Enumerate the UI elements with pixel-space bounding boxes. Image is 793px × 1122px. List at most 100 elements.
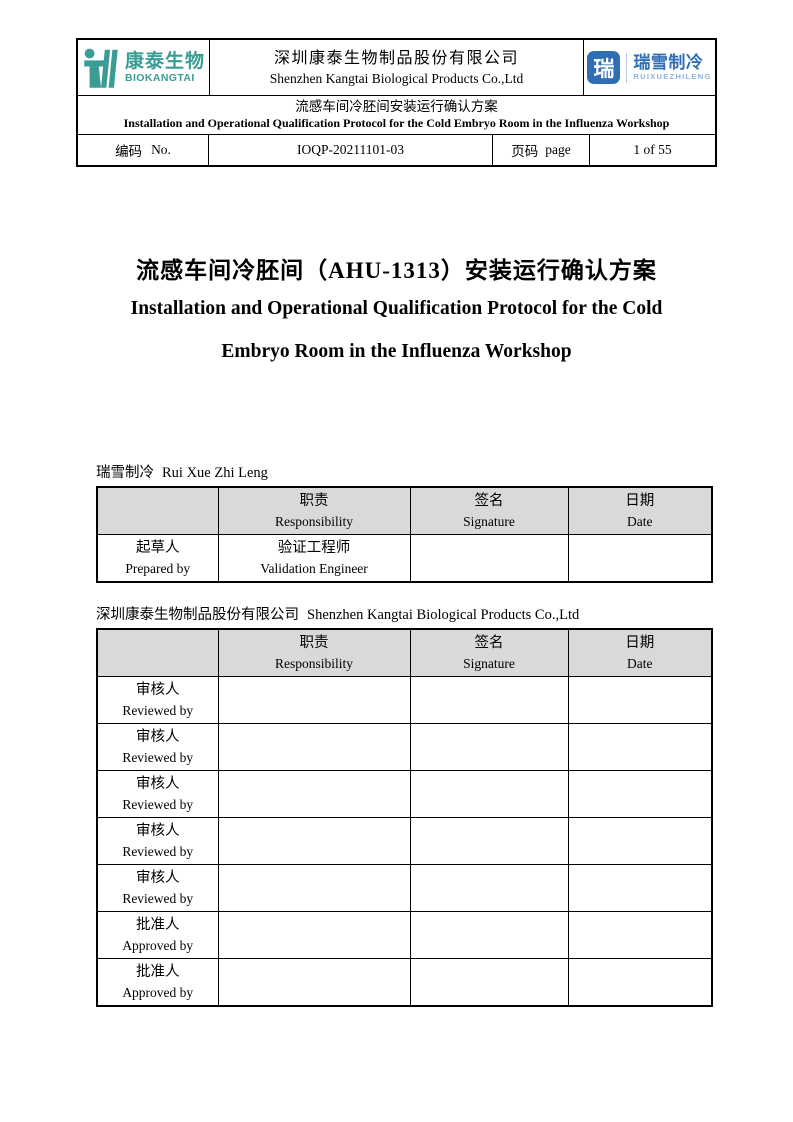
signature-cell xyxy=(409,911,569,959)
biokangtai-logo-text: 康泰生物 BIOKANGTAI xyxy=(125,51,205,84)
responsibility-cell xyxy=(217,864,411,912)
ruixue-approval-table: 职责 Responsibility 签名 Signature 日期 Date 起… xyxy=(96,486,713,583)
biokangtai-name-en: BIOKANGTAI xyxy=(124,72,195,84)
date-header-cn: 日期 xyxy=(625,634,655,651)
role-cn: 起草人 xyxy=(136,539,180,556)
biokangtai-logo: 康泰生物 BIOKANGTAI xyxy=(78,40,210,95)
doc-title-cn: 流感车间冷胚间安装运行确认方案 xyxy=(295,99,498,114)
table-row: 批准人 Approved by xyxy=(96,911,713,959)
company-name-block: 深圳康泰生物制品股份有限公司 Shenzhen Kangtai Biologic… xyxy=(210,40,584,95)
date-cell xyxy=(567,817,713,865)
responsibility-header-cn: 职责 xyxy=(299,492,329,509)
role-cn: 批准人 xyxy=(136,963,180,980)
date-cell xyxy=(567,864,713,912)
ruixue-section-label: 瑞雪制冷 Rui Xue Zhi Leng xyxy=(96,461,268,482)
date-cell xyxy=(567,911,713,959)
responsibility-header-en: Responsibility xyxy=(274,513,353,529)
role-en: Reviewed by xyxy=(122,796,194,812)
company-name-cn: 深圳康泰生物制品股份有限公司 xyxy=(273,49,519,67)
date-header-en: Date xyxy=(627,513,653,529)
code-label-cell: 编码 No. xyxy=(78,135,209,165)
ruixue-icon: 瑞 xyxy=(587,51,621,84)
ruixue-icon-glyph: 瑞 xyxy=(593,57,615,81)
date-header-en: Date xyxy=(627,655,653,671)
signature-cell xyxy=(409,534,569,583)
responsibility-cell xyxy=(217,676,411,724)
responsibility-cell xyxy=(217,958,411,1007)
ruixue-section-label-cn: 瑞雪制冷 xyxy=(96,465,154,481)
ruixue-logo-text: 瑞雪制冷 RUIXUEZHILENG xyxy=(633,53,711,82)
role-cell: 起草人 Prepared by xyxy=(96,534,219,583)
header-logo-row: 康泰生物 BIOKANGTAI 深圳康泰生物制品股份有限公司 Shenzhen … xyxy=(78,40,715,95)
biokangtai-icon xyxy=(84,48,118,88)
signature-header-en: Signature xyxy=(463,513,515,529)
table-row: 审核人 Reviewed by xyxy=(96,723,713,771)
doc-title-en: Installation and Operational Qualificati… xyxy=(123,116,670,130)
page-number-cell: 1 of 55 xyxy=(633,142,672,157)
role-cn: 审核人 xyxy=(136,869,180,886)
role-cell: 批准人 Approved by xyxy=(96,958,219,1007)
page-label-cell: 页码 page xyxy=(493,135,590,165)
responsibility-cell xyxy=(217,817,411,865)
responsibility-cn: 验证工程师 xyxy=(277,539,351,556)
code-value-cell: IOQP-20211101-03 xyxy=(209,135,493,165)
role-cn: 批准人 xyxy=(136,916,180,933)
role-en: Prepared by xyxy=(125,560,191,576)
main-title-cn: 流感车间冷胚间（AHU-1313）安装运行确认方案 xyxy=(136,258,657,283)
date-cell xyxy=(567,723,713,771)
page-label-en: page xyxy=(545,142,571,157)
kangtai-section-label-en: Shenzhen Kangtai Biological Products Co.… xyxy=(307,607,580,623)
date-cell xyxy=(567,534,713,583)
role-cell: 批准人 Approved by xyxy=(96,911,219,959)
table-row: 审核人 Reviewed by xyxy=(96,817,713,865)
table-row: 批准人 Approved by xyxy=(96,958,713,1007)
page-label-cn: 页码 xyxy=(511,144,539,159)
table-row: 审核人 Reviewed by xyxy=(96,676,713,724)
date-cell xyxy=(567,676,713,724)
responsibility-en: Validation Engineer xyxy=(260,560,368,576)
signature-header-cn: 签名 xyxy=(474,634,504,651)
role-cell: 审核人 Reviewed by xyxy=(96,770,219,818)
logo-divider xyxy=(626,52,628,83)
role-en: Reviewed by xyxy=(122,749,194,765)
table-row: 起草人 Prepared by 验证工程师 Validation Enginee… xyxy=(96,534,713,583)
signature-cell xyxy=(409,958,569,1007)
main-title-en-line2: Embryo Room in the Influenza Workshop xyxy=(221,341,572,362)
table-header-row: 职责 Responsibility 签名 Signature 日期 Date xyxy=(96,628,713,677)
date-cell xyxy=(567,770,713,818)
role-cn: 审核人 xyxy=(136,681,180,698)
date-cell xyxy=(567,958,713,1007)
date-header-cell: 日期 Date xyxy=(567,486,713,535)
responsibility-header-en: Responsibility xyxy=(274,655,353,671)
main-title-en-line1: Installation and Operational Qualificati… xyxy=(130,298,663,319)
doc-meta-row: 编码 No. IOQP-20211101-03 页码 page 1 of 55 xyxy=(78,134,715,165)
role-cell: 审核人 Reviewed by xyxy=(96,676,219,724)
ruixue-section-label-en: Rui Xue Zhi Leng xyxy=(162,465,268,481)
role-cell: 审核人 Reviewed by xyxy=(96,864,219,912)
table-row: 审核人 Reviewed by xyxy=(96,864,713,912)
table-row: 审核人 Reviewed by xyxy=(96,770,713,818)
ruixue-logo: 瑞 瑞雪制冷 RUIXUEZHILENG xyxy=(584,40,715,95)
doc-title-block: 流感车间冷胚间安装运行确认方案 Installation and Operati… xyxy=(78,95,715,134)
signature-cell xyxy=(409,817,569,865)
kangtai-section-label-cn: 深圳康泰生物制品股份有限公司 xyxy=(96,607,299,623)
responsibility-header-cell: 职责 Responsibility xyxy=(217,486,411,535)
role-cell: 审核人 Reviewed by xyxy=(96,817,219,865)
signature-header-cell: 签名 Signature xyxy=(409,486,569,535)
date-header-cn: 日期 xyxy=(625,492,655,509)
kangtai-section-label: 深圳康泰生物制品股份有限公司 Shenzhen Kangtai Biologica… xyxy=(96,603,579,624)
role-en: Reviewed by xyxy=(122,702,194,718)
responsibility-cell xyxy=(217,723,411,771)
ruixue-name-cn: 瑞雪制冷 xyxy=(633,53,704,72)
role-cn: 审核人 xyxy=(136,775,180,792)
role-en: Approved by xyxy=(122,937,194,953)
code-label-en: No. xyxy=(151,142,171,157)
signature-cell xyxy=(409,676,569,724)
header-table: 康泰生物 BIOKANGTAI 深圳康泰生物制品股份有限公司 Shenzhen … xyxy=(76,38,717,167)
signature-cell xyxy=(409,864,569,912)
role-en: Reviewed by xyxy=(122,890,194,906)
role-header-cell xyxy=(96,628,219,677)
code-label-cn: 编码 xyxy=(115,144,143,159)
role-cn: 审核人 xyxy=(136,728,180,745)
